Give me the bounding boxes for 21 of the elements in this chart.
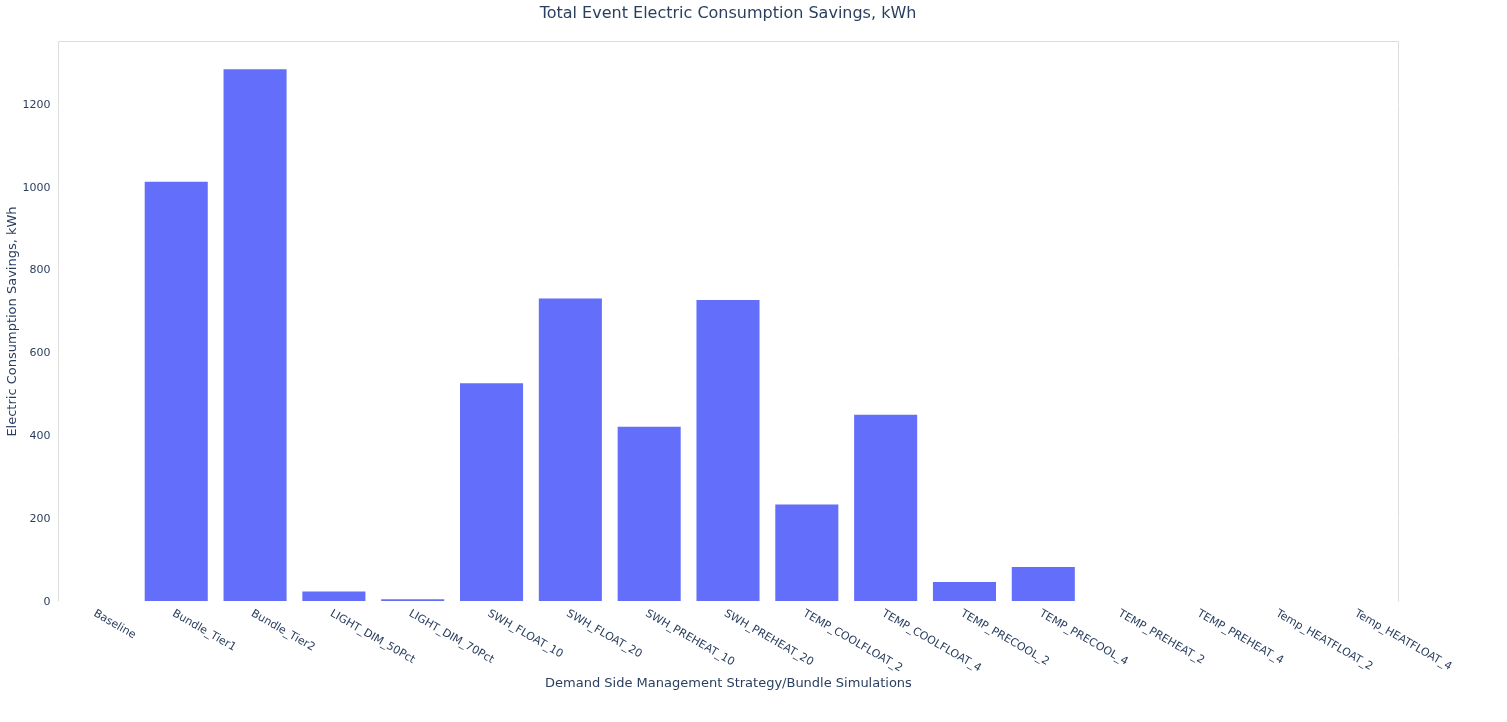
y-axis-title: Electric Consumption Savings, kWh <box>3 206 19 437</box>
bar <box>538 298 602 601</box>
bar <box>1011 567 1075 601</box>
x-axis-title: Demand Side Management Strategy/Bundle Simulations <box>545 675 913 691</box>
bar <box>144 181 208 601</box>
y-tick-label: 0 <box>43 594 51 608</box>
bar <box>302 591 366 601</box>
y-tick-label: 600 <box>29 346 51 360</box>
bar <box>775 504 839 601</box>
bar <box>932 581 996 601</box>
chart-title: Total Event Electric Consumption Savings, kWh <box>538 3 917 22</box>
y-tick-label: 400 <box>29 428 51 442</box>
bar <box>696 300 760 601</box>
bar <box>617 426 681 601</box>
y-tick-label: 200 <box>29 511 51 525</box>
bar <box>223 69 287 601</box>
bar <box>854 414 918 601</box>
y-tick-label: 1200 <box>22 97 51 111</box>
y-tick-label: 800 <box>29 263 51 277</box>
bar <box>460 383 524 601</box>
y-tick-label: 1000 <box>22 180 51 194</box>
